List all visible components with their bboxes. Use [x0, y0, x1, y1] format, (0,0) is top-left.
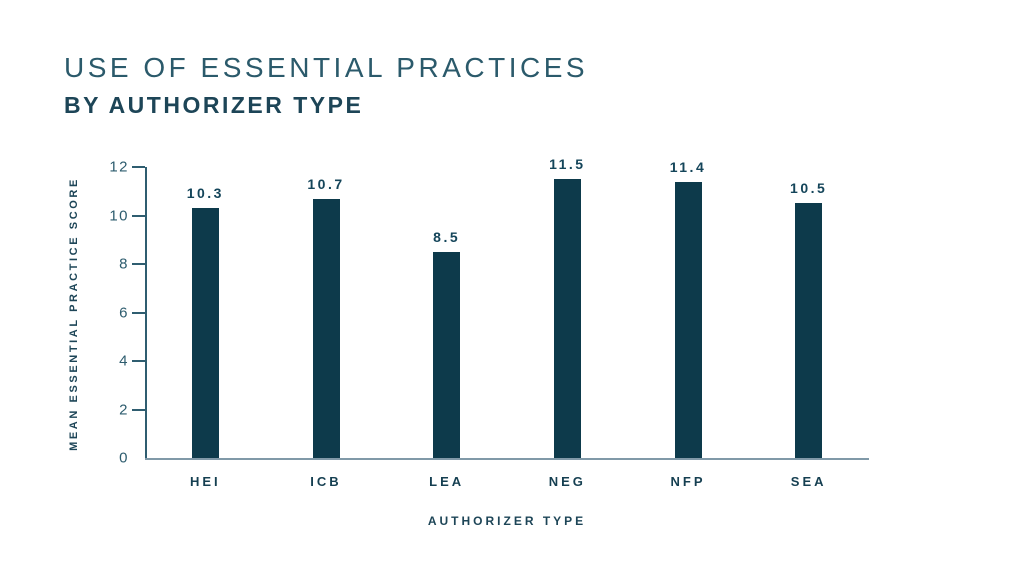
y-tick-label: 6 — [119, 304, 129, 321]
bar-value-label: 8.5 — [433, 228, 461, 245]
y-tick-label: 0 — [119, 449, 129, 467]
bar-value-label: 11.4 — [669, 158, 707, 175]
bar-icb — [312, 198, 340, 458]
bar-value-label: 11.5 — [549, 156, 586, 173]
y-tick-mark — [132, 166, 145, 168]
y-tick-mark — [132, 360, 145, 362]
x-category-label: NFP — [670, 474, 706, 489]
bar-nfp — [674, 181, 702, 458]
bar-sea — [795, 203, 823, 458]
bar-value-label: 10.7 — [307, 175, 345, 192]
y-tick-mark — [132, 408, 145, 411]
y-tick-mark — [132, 311, 145, 314]
x-category-label: LEA — [429, 474, 465, 489]
y-tick-label: 4 — [119, 352, 129, 370]
x-category-label: SEA — [790, 474, 827, 489]
y-tick-mark — [132, 214, 145, 217]
x-category-label: ICB — [310, 474, 342, 489]
y-tick-label: 2 — [119, 401, 129, 418]
y-axis-line — [145, 167, 147, 458]
chart-subtitle: BY AUTHORIZER TYPE — [64, 92, 364, 118]
bar-neg — [553, 179, 581, 458]
x-category-label: NEG — [548, 474, 586, 489]
bar-value-label: 10.3 — [186, 185, 224, 202]
y-tick-label: 8 — [119, 255, 129, 273]
x-axis-label: AUTHORIZER TYPE — [427, 514, 587, 528]
plot-area: 0 2 4 6 8 10 12 10.3 HEI 10.7 ICB 8.5 LEA 11.5 NEG 11.… — [109, 156, 869, 528]
chart-title: USE OF ESSENTIAL PRACTICES — [64, 52, 589, 83]
y-axis-label: MEAN ESSENTIAL PRACTICE SCORE — [68, 177, 80, 451]
y-tick-mark — [132, 263, 145, 265]
y-tick-label: 12 — [109, 158, 129, 176]
bar-lea — [433, 251, 461, 458]
bar-hei — [191, 208, 219, 458]
x-axis-line — [145, 458, 869, 460]
bar-value-label: 10.5 — [790, 180, 828, 197]
y-tick-label: 10 — [109, 207, 129, 224]
x-category-label: HEI — [189, 474, 221, 489]
